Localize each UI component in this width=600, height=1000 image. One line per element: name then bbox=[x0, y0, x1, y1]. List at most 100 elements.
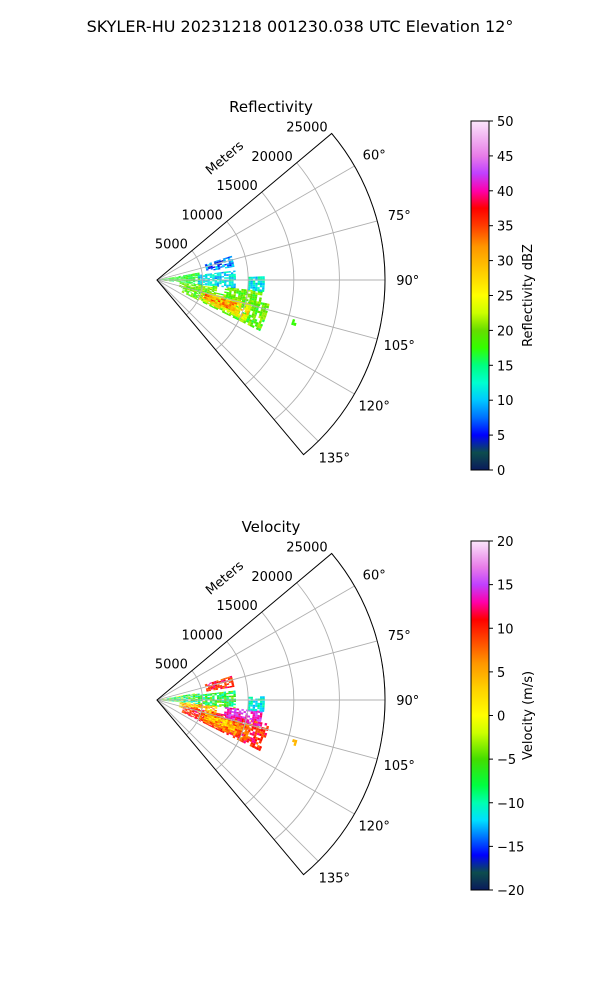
echo-cell bbox=[245, 314, 249, 318]
echo-cell bbox=[255, 712, 258, 715]
echo-cell bbox=[207, 694, 210, 696]
echo-cell bbox=[217, 720, 221, 723]
echo-cell bbox=[221, 704, 224, 706]
echo-cell bbox=[249, 744, 253, 747]
echo-cell bbox=[227, 256, 230, 259]
echo-cell bbox=[228, 293, 232, 296]
echo-cell bbox=[223, 693, 227, 695]
echo-cell bbox=[195, 295, 198, 297]
echo-cell bbox=[253, 727, 257, 730]
echo-cell bbox=[224, 686, 228, 689]
echo-cell bbox=[207, 698, 210, 700]
echo-cell bbox=[193, 705, 196, 707]
echo-cell bbox=[224, 722, 228, 725]
colorbar-tick-label: 15 bbox=[497, 359, 514, 374]
echo-cell bbox=[224, 311, 227, 315]
echo-cell bbox=[205, 266, 209, 269]
echo-cell bbox=[180, 695, 184, 697]
echo-cell bbox=[216, 302, 220, 305]
echo-cell bbox=[228, 692, 231, 695]
echo-cell bbox=[192, 296, 195, 298]
echo-cell bbox=[266, 305, 270, 309]
echo-cell bbox=[205, 275, 208, 278]
echo-cell bbox=[207, 706, 211, 708]
echo-cell bbox=[186, 284, 189, 286]
echo-cell bbox=[231, 281, 234, 284]
echo-cell bbox=[173, 697, 177, 699]
echo-cell bbox=[229, 290, 232, 293]
echo-cell bbox=[181, 711, 184, 714]
echo-cell bbox=[207, 723, 210, 726]
echo-cell bbox=[233, 693, 236, 696]
echo-cell bbox=[224, 707, 228, 709]
echo-cell bbox=[205, 288, 208, 290]
echo-cell bbox=[243, 313, 246, 317]
echo-cell bbox=[207, 702, 210, 704]
echo-cell bbox=[216, 292, 219, 295]
echo-cell bbox=[192, 709, 195, 712]
echo-cell bbox=[220, 293, 224, 296]
echo-cell bbox=[186, 283, 189, 285]
echo-cell bbox=[221, 271, 224, 274]
echo-cell bbox=[193, 713, 196, 716]
echo-cell bbox=[250, 708, 253, 711]
echo-cell bbox=[186, 291, 190, 293]
echo-cell bbox=[184, 711, 187, 714]
echo-cell bbox=[219, 694, 222, 697]
echo-cell bbox=[211, 715, 215, 718]
echo-cell bbox=[209, 700, 213, 702]
r-tick-label: 10000 bbox=[182, 208, 223, 223]
echo-cell bbox=[188, 701, 191, 702]
echo-cell bbox=[247, 736, 251, 740]
echo-cell bbox=[248, 314, 252, 318]
echo-cell bbox=[222, 727, 226, 730]
echo-cell bbox=[226, 277, 229, 279]
echo-cell bbox=[202, 286, 206, 289]
echo-cell bbox=[260, 280, 263, 283]
colorbar-tick-label: 30 bbox=[497, 255, 514, 270]
echo-cell bbox=[220, 298, 224, 301]
echo-cell bbox=[188, 286, 191, 288]
echo-cell bbox=[207, 684, 210, 686]
echo-cell bbox=[193, 704, 197, 706]
echo-cell bbox=[206, 269, 209, 271]
echo-cell bbox=[251, 726, 255, 730]
echo-cell bbox=[209, 682, 212, 685]
echo-cell bbox=[234, 308, 238, 312]
echo-cell bbox=[183, 698, 186, 700]
echo-cell bbox=[252, 731, 256, 734]
echo-cell bbox=[205, 264, 208, 267]
colorbar-tick-label: 45 bbox=[497, 150, 514, 165]
echo-cell bbox=[260, 700, 263, 703]
echo-cell bbox=[180, 287, 184, 289]
echo-cell bbox=[185, 278, 189, 280]
echo-cell bbox=[178, 281, 181, 283]
echo-cell bbox=[193, 714, 196, 717]
echo-cell bbox=[204, 693, 208, 696]
echo-cell bbox=[255, 721, 258, 724]
echo-cell bbox=[216, 261, 219, 264]
echo-cell bbox=[183, 278, 186, 280]
echo-cell bbox=[221, 730, 225, 734]
echo-cell bbox=[245, 306, 249, 309]
echo-cell bbox=[182, 709, 185, 711]
echo-cell bbox=[176, 701, 179, 702]
echo-cell bbox=[183, 708, 186, 710]
echo-cell bbox=[228, 701, 232, 704]
echo-cell bbox=[251, 733, 255, 736]
echo-cell bbox=[246, 310, 250, 314]
echo-cell bbox=[237, 729, 240, 732]
echo-cell bbox=[193, 285, 196, 287]
echo-cell bbox=[204, 715, 207, 718]
echo-cell bbox=[182, 290, 185, 293]
echo-cell bbox=[226, 303, 230, 306]
echo-cell bbox=[222, 720, 226, 723]
echo-cell bbox=[185, 280, 189, 282]
echo-cell bbox=[214, 272, 217, 275]
echo-cell bbox=[186, 711, 190, 714]
echo-cell bbox=[227, 287, 230, 290]
echo-cell bbox=[243, 711, 246, 714]
theta-tick-label: 60° bbox=[363, 569, 386, 584]
echo-cell bbox=[185, 288, 188, 290]
echo-cell bbox=[259, 325, 263, 329]
